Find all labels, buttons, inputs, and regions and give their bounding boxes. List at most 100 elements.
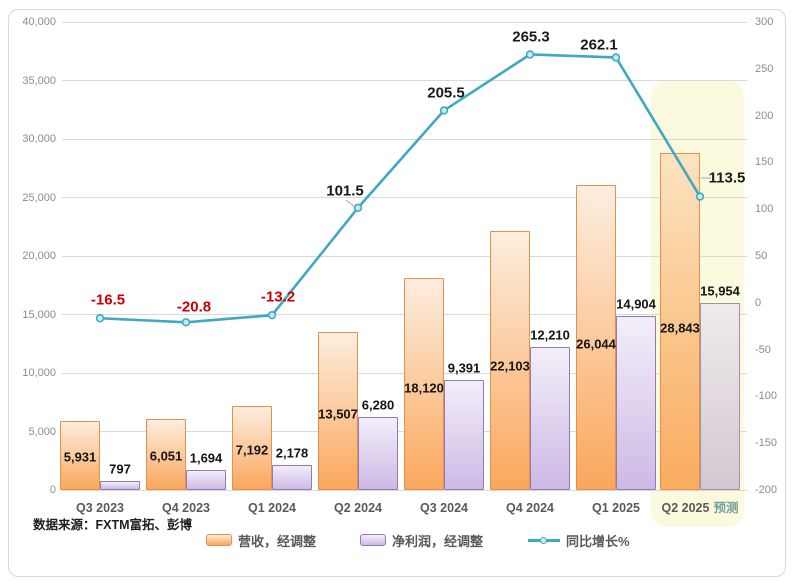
gridline [62, 80, 747, 81]
net-profit-value-label: 14,904 [616, 296, 656, 312]
x-axis-label: Q3 2023 [76, 500, 124, 516]
x-axis-label: Q4 2024 [506, 500, 554, 516]
legend-label: 同比增长% [566, 533, 630, 549]
net-profit-value-label: 797 [109, 461, 131, 477]
right-axis-tick-label: 200 [755, 109, 774, 122]
data-source-note: 数据来源：FXTM富拓、彭博 [33, 518, 193, 532]
right-axis-tick-label: 50 [755, 250, 768, 262]
legend-label: 营收，经调整 [238, 533, 317, 549]
x-axis-label-text: Q4 2023 [162, 501, 210, 515]
growth-point-marker [439, 106, 449, 115]
right-axis-tick-label: 100 [755, 203, 774, 216]
growth-value-label: 205.5 [427, 84, 465, 102]
net-profit-bar [100, 480, 140, 490]
revenue-bar [146, 419, 186, 490]
x-axis-label-text: Q4 2024 [506, 501, 554, 515]
revenue-value-label: 5,931 [63, 449, 97, 465]
x-axis-label-text: Q2 2025 [661, 501, 710, 515]
growth-value-label: -13.2 [260, 288, 296, 306]
right-axis-tick-label: 150 [755, 156, 774, 169]
x-axis-label-text: Q2 2024 [334, 501, 382, 515]
revenue-value-label: 28,843 [660, 320, 700, 336]
left-axis-tick-label: 5,000 [28, 425, 56, 438]
net-profit-bar [272, 464, 312, 490]
right-axis-tick-label: -200 [755, 484, 778, 496]
growth-value-label: -20.8 [176, 298, 212, 316]
revenue-bar [60, 420, 100, 490]
x-axis-label-text: Q1 2024 [248, 501, 296, 515]
right-axis-tick-label: 0 [755, 296, 762, 309]
left-axis-tick-label: 0 [49, 484, 56, 496]
revenue-bar [232, 405, 272, 490]
growth-point-marker [181, 318, 191, 327]
legend-item-growth: 同比增长% [528, 532, 630, 549]
left-axis-tick-label: 40,000 [22, 16, 56, 28]
revenue-value-label: 18,120 [404, 380, 444, 396]
left-axis-tick-label: 20,000 [22, 250, 56, 262]
growth-value-label: 113.5 [708, 169, 746, 187]
revenue-value-label: 7,192 [235, 442, 269, 458]
legend-item-revenue: 营收，经调整 [206, 532, 317, 549]
x-axis-label-text: Q3 2023 [76, 501, 124, 515]
netprofit-legend-swatch [360, 534, 386, 546]
left-axis-tick-label: 15,000 [22, 308, 56, 321]
forecast-suffix-label: 预测 [713, 501, 739, 515]
growth-point-marker [95, 314, 105, 323]
legend-item-netprofit: 净利润，经调整 [360, 532, 484, 549]
net-profit-bar [700, 303, 740, 490]
revenue-value-label: 6,051 [149, 448, 183, 464]
gridline [62, 138, 747, 140]
left-axis-tick-label: 35,000 [22, 74, 56, 87]
growth-point-marker [525, 50, 535, 59]
revenue-legend-swatch [206, 534, 232, 546]
net-profit-value-label: 1,694 [189, 450, 223, 466]
net-profit-bar [186, 470, 226, 490]
growth-value-label: 101.5 [326, 182, 364, 200]
net-profit-value-label: 12,210 [530, 327, 570, 343]
x-axis-label: Q3 2024 [420, 500, 468, 516]
net-profit-bar [358, 416, 398, 490]
growth-value-label: 262.1 [580, 36, 618, 54]
net-profit-value-label: 2,178 [275, 445, 309, 461]
legend-line-marker [540, 536, 547, 544]
revenue-value-label: 26,044 [576, 336, 616, 352]
x-axis-label-text: Q1 2025 [592, 501, 640, 515]
x-axis-label: Q1 2025 [592, 500, 640, 516]
revenue-value-label: 22,103 [490, 358, 530, 374]
revenue-value-label: 13,507 [318, 406, 358, 422]
net-profit-value-label: 6,280 [361, 397, 395, 413]
left-axis-tick-label: 25,000 [22, 191, 56, 204]
right-axis-tick-label: 250 [755, 62, 774, 75]
x-axis-label: Q4 2023 [162, 500, 210, 516]
right-axis-tick-label: 300 [755, 16, 774, 28]
left-axis-tick-label: 30,000 [22, 133, 56, 145]
revenue-bar [318, 331, 358, 490]
x-axis-label: Q2 2025 预测 [662, 500, 739, 516]
gridline [62, 489, 747, 491]
label-leader-line [345, 199, 356, 208]
growth-value-label: 265.3 [512, 28, 550, 46]
growth-point-marker [267, 310, 277, 320]
growth-value-label: -16.5 [90, 291, 126, 309]
growth-line-legend-swatch [528, 534, 560, 546]
gridline [62, 21, 747, 23]
growth-point-marker [353, 203, 363, 212]
gridline [62, 255, 747, 257]
right-axis-tick-label: -150 [755, 437, 778, 450]
net-profit-bar [444, 380, 484, 490]
gridline [62, 197, 747, 198]
right-axis-tick-label: -100 [755, 390, 778, 403]
x-axis-label: Q1 2024 [248, 500, 296, 516]
growth-point-marker [611, 53, 621, 62]
left-axis-tick-label: 10,000 [22, 367, 56, 379]
right-axis-tick-label: -50 [755, 343, 771, 356]
net-profit-bar [616, 315, 656, 490]
legend-label: 净利润，经调整 [392, 533, 484, 549]
net-profit-value-label: 9,391 [447, 360, 481, 376]
net-profit-bar [530, 347, 570, 490]
x-axis-label: Q2 2024 [334, 500, 382, 516]
net-profit-value-label: 15,954 [700, 283, 740, 299]
x-axis-label-text: Q3 2024 [420, 501, 468, 515]
